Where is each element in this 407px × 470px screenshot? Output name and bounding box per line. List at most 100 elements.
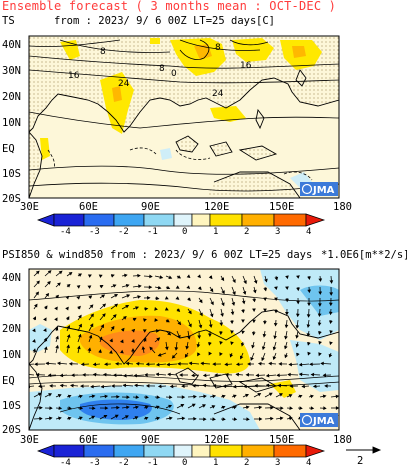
wind-vector-head [32,348,37,353]
wind-vector-head [71,373,75,378]
wind-vector-head [211,405,216,409]
wind-vector [29,385,35,387]
wind-vector-head [76,296,81,300]
wind-vector-head [155,405,160,410]
wind-vector-head [270,405,274,410]
wind-vector-head [65,306,69,311]
wind-vector-head [114,294,119,298]
wind-vector-head [301,384,305,389]
wind-vector-head [219,352,223,357]
wind-vector-head [116,405,120,410]
wind-vector-head [43,337,48,342]
wind-vector-head [245,393,249,398]
wind-vector-head [169,384,174,389]
wind-vector-head [123,373,127,378]
wind-vector-head [317,322,322,327]
ts-contour-label: 0 [171,69,177,79]
wind-vector-head [135,405,139,410]
psi-unit: *1.0E6[m**2/s] [321,249,407,261]
wind-vector-head [181,416,186,421]
wind-vector-head [66,344,70,349]
ts-jma-logo: JMA [300,182,338,196]
wind-vector-head [328,311,333,316]
wind-vector-head [318,340,322,345]
wind-vector-head [143,337,147,342]
wind-vector-head [180,403,185,408]
ts-colorbar [37,213,326,227]
wind-vector-head [224,372,229,377]
wind-vector-head [310,394,314,399]
wind-vector-head [208,351,212,356]
wind-vector-head [279,416,284,421]
wind-vector-head [265,373,270,378]
ts-cbar-label: -4 [60,227,71,237]
wind-vector-head [99,336,103,341]
wind-vector-head [125,304,130,309]
wind-vector-head [221,302,225,307]
wind-vector-head [100,384,105,389]
wind-vector-head [120,327,125,332]
ts-map-frame [28,35,340,199]
psi-jma-logo: JMA [300,413,338,427]
psi-cbar-label: -4 [60,458,71,468]
wind-vector-head [335,406,339,410]
wind-vector-head [187,297,191,302]
ts-unit: [C] [256,15,275,27]
wind-vector-head [284,354,288,359]
wind-vector-head [289,406,294,411]
psi-lon-label-90e: 90E [141,434,160,446]
wind-vector-head [241,330,245,335]
wind-vector-head [79,394,83,399]
wind-vector-head [77,305,81,310]
psi-map-frame [28,268,340,431]
wind-vector-head [112,373,117,377]
wind-vector-head [298,372,303,377]
wind-vector-head [208,324,213,328]
wind-vector-head [272,356,277,361]
wind-vector-head [109,350,113,354]
ts-cbar-label: 3 [275,227,281,237]
wind-vector-head [306,324,311,328]
wind-vector-head [329,330,333,334]
wind-vector-head [58,406,63,411]
wind-vector-head [120,349,124,354]
wind-vector-head [306,314,311,318]
wind-vector-head [318,303,322,307]
wind-vector-head [114,303,119,308]
wind-vector-head [68,361,73,366]
wind-vector-head [322,373,327,378]
wind-vector-head [233,405,238,410]
wind-vector-head [252,319,256,324]
wind-vector-head [209,313,214,318]
wind-vector-head [188,310,192,315]
wind-vector-head [239,355,244,360]
wind-vector-head [230,311,235,316]
wind-vector-head [241,309,245,314]
wind-vector-head [296,300,300,305]
wind-vector-head [37,392,42,397]
psi-wind-vectors [29,270,339,422]
psi-cbar-label: -3 [89,458,100,468]
psi-lat-label-20s: 20S [2,424,21,436]
wind-vector-head [318,331,322,335]
wind-vector-head [78,323,82,328]
wind-vector-head [295,334,299,339]
wind-vector-head [91,415,96,420]
wind-vector-head [145,384,150,388]
wind-vector-head [168,404,173,409]
wind-vector-head [268,392,273,397]
wind-vector-head [144,373,148,377]
wind-vector-head [110,325,115,330]
wind-vector-head [263,320,267,325]
wind-vector-head [88,334,93,339]
wind-vector-head [309,362,313,367]
wind-vector-head [39,405,43,410]
vector-reference-label: 2 [357,455,364,467]
wind-vector-head [43,346,48,351]
wind-vector-head [157,384,162,389]
wind-vector-head [148,285,153,290]
psi-cbar-label: 1 [213,458,219,468]
psi-colorbar [37,444,326,458]
ts-coastlines [29,69,339,198]
ts-contour-label: 8 [215,43,221,53]
